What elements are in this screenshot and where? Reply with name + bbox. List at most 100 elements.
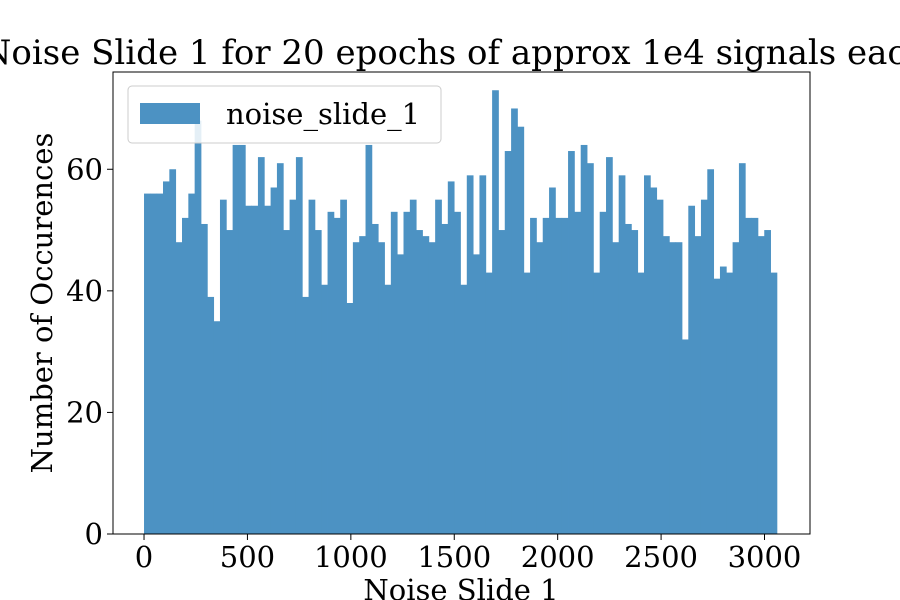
histogram-bar [257,157,265,535]
histogram-bar [200,223,208,534]
histogram-bar [656,199,664,534]
histogram-bar [409,199,417,534]
histogram-bar [511,108,518,534]
histogram-bar [441,223,449,534]
histogram-bar [492,90,499,535]
histogram-bar [232,144,240,534]
histogram-bar [295,157,303,535]
histogram-bar [207,296,215,534]
histogram-bar [738,163,746,534]
histogram-bar [466,175,474,534]
histogram-bar [517,126,525,535]
histogram-bar [188,193,196,534]
histogram-bar [662,236,670,534]
histogram-bar [352,242,360,534]
plot-frame [112,71,811,535]
histogram-bar [251,205,259,535]
histogram-bar [561,217,569,534]
chart-title: Noise Slide 1 for 20 epochs of approx 1e… [0,33,900,73]
x-tick-label: 3000 [728,540,802,574]
x-tick-label: 1000 [314,540,388,574]
histogram-bar [530,217,537,534]
histogram-bar [593,272,601,534]
histogram-bar [302,296,309,534]
histogram-bar [707,169,715,534]
histogram-bar [182,217,189,534]
x-tick-label: 500 [220,540,275,574]
histogram-bar [568,151,575,534]
histogram-bar [637,272,645,534]
histogram-bar [289,199,297,534]
histogram-bar [688,205,696,535]
histogram-bar [726,272,734,534]
x-axis-label: Noise Slide 1 [363,573,558,600]
histogram-bar [681,339,689,534]
histogram-bar [745,217,752,534]
histogram-bar [397,254,404,534]
histogram-bar [163,181,170,535]
legend-label-noise-slide-1: noise_slide_1 [226,97,420,132]
histogram-bar [359,236,366,534]
histogram-bar [764,230,771,535]
histogram-bar [219,199,227,534]
histogram-bar [447,181,455,535]
histogram-bar [675,242,683,534]
x-tick-label: 1500 [417,540,491,574]
histogram-bar [238,144,246,534]
histogram-bar [378,242,385,534]
histogram-bar [485,272,493,534]
histogram-bar [669,242,677,534]
histogram-bar [175,242,183,534]
histogram-bar [504,151,512,534]
y-tick-label: 20 [66,395,103,429]
histogram-bar [169,169,177,534]
histogram-bar [144,193,151,534]
histogram-bar [599,211,607,534]
histogram-bar [713,278,721,534]
histogram-bar [631,230,639,535]
histogram-bar [416,230,423,535]
histogram-bar [435,199,442,534]
histogram-bar [283,230,290,535]
legend-box [127,85,442,144]
histogram-bar [194,120,202,534]
histogram-bar [460,284,468,534]
histogram-bar [276,163,284,534]
histogram-bar [314,230,322,535]
histogram-bar [403,211,411,534]
histogram-bar [770,272,778,534]
histogram-bar [555,217,563,534]
histogram-bar [549,187,556,534]
y-axis-label: Number of Occurences [25,133,59,474]
histogram-bar [340,199,347,534]
histogram-bar [371,223,379,534]
histogram-bar [365,144,373,534]
histogram-bar [574,211,582,534]
histogram-bar [498,230,506,535]
histogram-bar [321,284,328,534]
histogram-bar [700,199,708,534]
y-tick-label: 40 [66,274,103,308]
histogram-bar [650,187,658,534]
histogram-bar [150,193,158,534]
histogram-bar [606,157,613,535]
histogram-bar [384,284,392,534]
legend-swatch-noise-slide-1 [140,103,200,124]
y-tick-label: 60 [66,152,103,186]
histogram-bar [625,223,632,534]
histogram-bar [245,205,253,535]
histogram-bar [270,187,278,534]
histogram-bar [612,242,620,534]
x-tick-label: 2500 [624,540,698,574]
histogram-bar [479,175,487,534]
histogram-bar [542,217,550,534]
histogram-bar [213,321,221,534]
y-axis-ticks: 0 20 40 60 [66,152,113,551]
histogram-bar [694,236,702,534]
histogram-bar [454,211,461,534]
histogram-bar [346,303,354,534]
histogram-bar [757,236,765,534]
histogram-bar [308,199,316,534]
x-tick-label: 2000 [521,540,595,574]
